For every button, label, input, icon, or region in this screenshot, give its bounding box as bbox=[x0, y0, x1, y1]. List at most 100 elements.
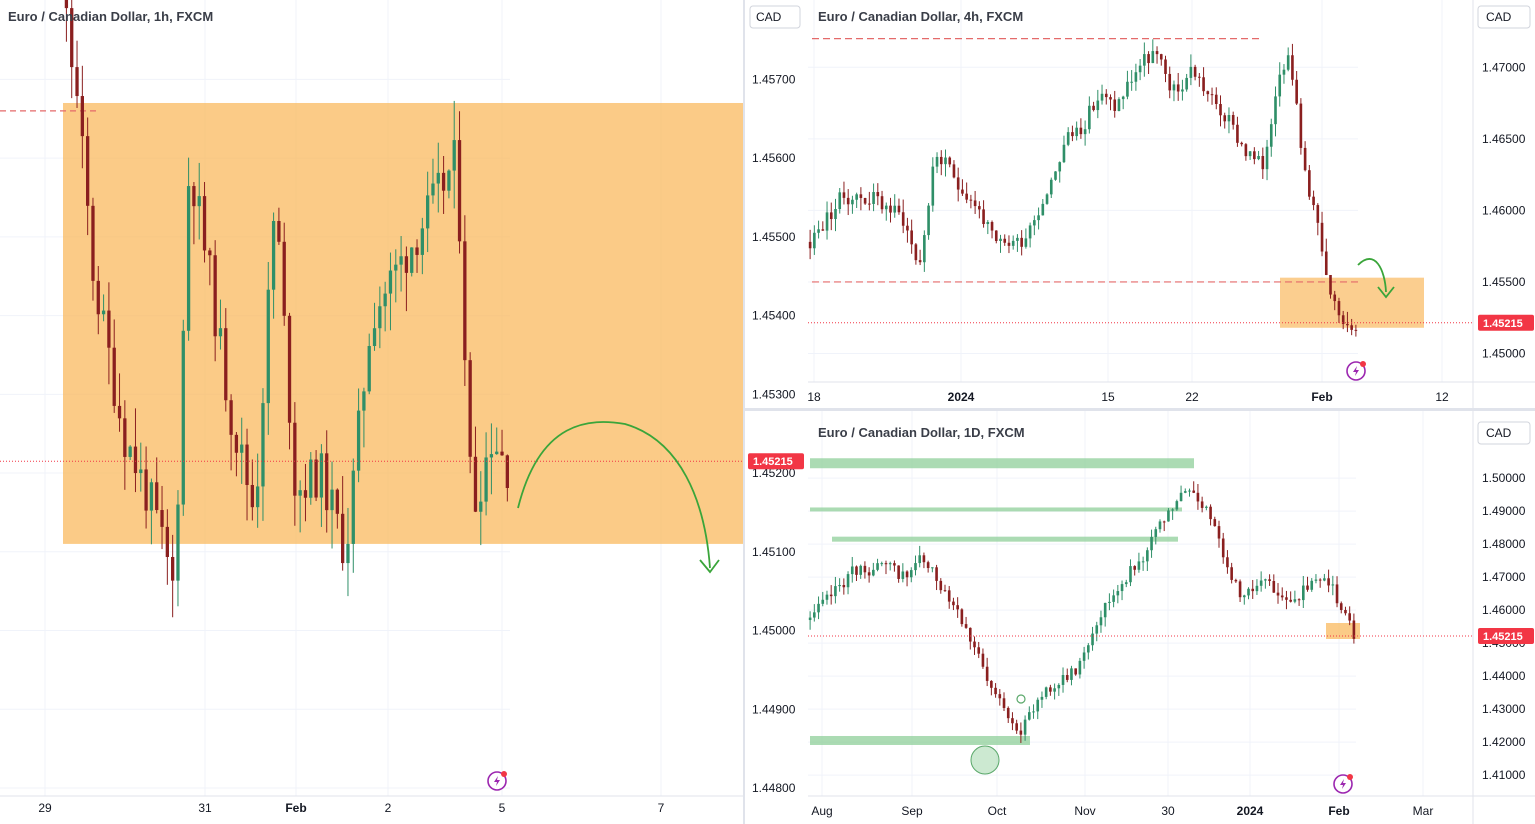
candle-body bbox=[1141, 561, 1145, 563]
price-tick-label: 1.47000 bbox=[1482, 570, 1526, 584]
candle-body bbox=[1244, 144, 1248, 157]
candle-body bbox=[1146, 550, 1149, 562]
candle-body bbox=[1096, 100, 1100, 111]
currency-button-4h[interactable]: CAD bbox=[1477, 5, 1531, 29]
candle-body bbox=[1341, 315, 1345, 325]
candle-body bbox=[935, 567, 938, 581]
lightning-icon[interactable] bbox=[1333, 774, 1353, 794]
low-marker-circle[interactable] bbox=[970, 745, 1000, 775]
candle-body bbox=[1306, 585, 1309, 590]
candle-body bbox=[86, 136, 90, 206]
candle-body bbox=[888, 563, 892, 565]
candle-body bbox=[372, 328, 377, 347]
candle-body bbox=[1324, 251, 1328, 275]
candle-body bbox=[1053, 688, 1056, 692]
time-tick-label: 29 bbox=[38, 801, 52, 815]
price-tick-label: 1.42000 bbox=[1482, 735, 1526, 749]
candle-body bbox=[1083, 129, 1087, 135]
candle-body bbox=[1312, 196, 1315, 206]
candle-body bbox=[1268, 579, 1271, 581]
plot-area-1d[interactable] bbox=[808, 411, 1473, 796]
candle-body bbox=[362, 391, 366, 411]
candle-body bbox=[436, 172, 440, 184]
candles-1h bbox=[64, 0, 509, 618]
candle-body bbox=[1214, 94, 1218, 105]
candle-body bbox=[1223, 115, 1227, 122]
price-tick-label: 1.45400 bbox=[752, 309, 796, 323]
candle-body bbox=[1193, 66, 1197, 77]
candle-body bbox=[1280, 595, 1284, 598]
candle-body bbox=[863, 197, 867, 204]
candle-body bbox=[1108, 601, 1111, 603]
candle-body bbox=[1181, 89, 1184, 92]
candle-body bbox=[1154, 529, 1158, 537]
lightning-icon[interactable] bbox=[1346, 361, 1366, 381]
candle-body bbox=[1230, 567, 1233, 580]
candle-body bbox=[1172, 84, 1176, 91]
chart-pane-1h[interactable]: Euro / Canadian Dollar, 1h, FXCM 1.45700… bbox=[0, 0, 804, 824]
candle-body bbox=[1061, 675, 1065, 685]
price-tick-label: 1.45600 bbox=[752, 151, 796, 165]
chart-pane-1d[interactable]: Euro / Canadian Dollar, 1D, FXCM Aug Sep O… bbox=[808, 411, 1535, 824]
currency-button-1d[interactable]: CAD bbox=[1477, 421, 1531, 445]
candle-body bbox=[1185, 77, 1188, 90]
candle-body bbox=[960, 609, 964, 625]
pane-divider-vertical[interactable] bbox=[743, 0, 745, 824]
candle-body bbox=[1155, 51, 1159, 55]
candle-body bbox=[495, 451, 499, 455]
candle-body bbox=[394, 264, 398, 271]
time-axis-1d[interactable] bbox=[808, 796, 1473, 824]
pane-divider-horizontal[interactable] bbox=[745, 408, 1535, 411]
projection-arrow-4h[interactable] bbox=[1357, 258, 1387, 293]
candle-body bbox=[1037, 215, 1040, 221]
candle-body bbox=[1015, 723, 1018, 731]
candle-body bbox=[107, 310, 111, 348]
candle-body bbox=[1183, 491, 1187, 493]
last-price-badge bbox=[1478, 628, 1534, 645]
candle-body bbox=[468, 360, 472, 457]
range-zone-1d[interactable] bbox=[1326, 623, 1360, 639]
candle-body bbox=[256, 486, 260, 508]
candle-body bbox=[1217, 526, 1221, 539]
candle-body bbox=[863, 565, 867, 573]
price-axis-column-1h[interactable] bbox=[745, 0, 808, 408]
candle-body bbox=[1308, 170, 1311, 197]
candle-body bbox=[1248, 151, 1252, 157]
currency-button-1h[interactable]: CAD bbox=[749, 5, 801, 29]
candle-body bbox=[825, 594, 829, 600]
candle-body bbox=[872, 192, 875, 204]
candle-body bbox=[1134, 72, 1138, 82]
candle-body bbox=[1354, 329, 1358, 331]
time-tick-label: 15 bbox=[1101, 390, 1115, 404]
candle-body bbox=[817, 603, 820, 613]
chart-pane-4h[interactable]: Euro / Canadian Dollar, 4h, FXCM 18 2024 1… bbox=[807, 0, 1535, 408]
candle-body bbox=[859, 194, 863, 198]
candle-body bbox=[977, 647, 981, 654]
candle-body bbox=[931, 166, 935, 206]
candle-body bbox=[1272, 580, 1276, 593]
candle-body bbox=[1192, 490, 1196, 493]
candle-body bbox=[1019, 730, 1023, 735]
time-axis-1h[interactable] bbox=[0, 796, 743, 824]
pivot-marker-circle[interactable] bbox=[1016, 694, 1026, 704]
candle-body bbox=[1318, 579, 1322, 581]
time-axis-labels-4h: 18 2024 15 22 Feb 12 bbox=[807, 390, 1449, 404]
candle-body bbox=[1221, 538, 1225, 558]
candle-body bbox=[64, 0, 69, 9]
range-zone-1h[interactable] bbox=[63, 102, 743, 544]
candle-body bbox=[1316, 205, 1320, 223]
candle-body bbox=[965, 193, 968, 200]
price-tick-label: 1.41000 bbox=[1482, 768, 1526, 782]
projection-arrow-1h[interactable] bbox=[517, 421, 711, 569]
candle-body bbox=[1269, 124, 1273, 147]
candle-body bbox=[441, 172, 446, 191]
lightning-icon[interactable] bbox=[487, 771, 507, 791]
candle-body bbox=[931, 567, 934, 569]
candle-body bbox=[1129, 566, 1132, 583]
candle-body bbox=[1295, 79, 1298, 104]
candle-body bbox=[978, 206, 981, 210]
time-axis-4h[interactable] bbox=[808, 382, 1473, 408]
candle-body bbox=[1167, 510, 1170, 522]
candle-body bbox=[245, 444, 249, 485]
